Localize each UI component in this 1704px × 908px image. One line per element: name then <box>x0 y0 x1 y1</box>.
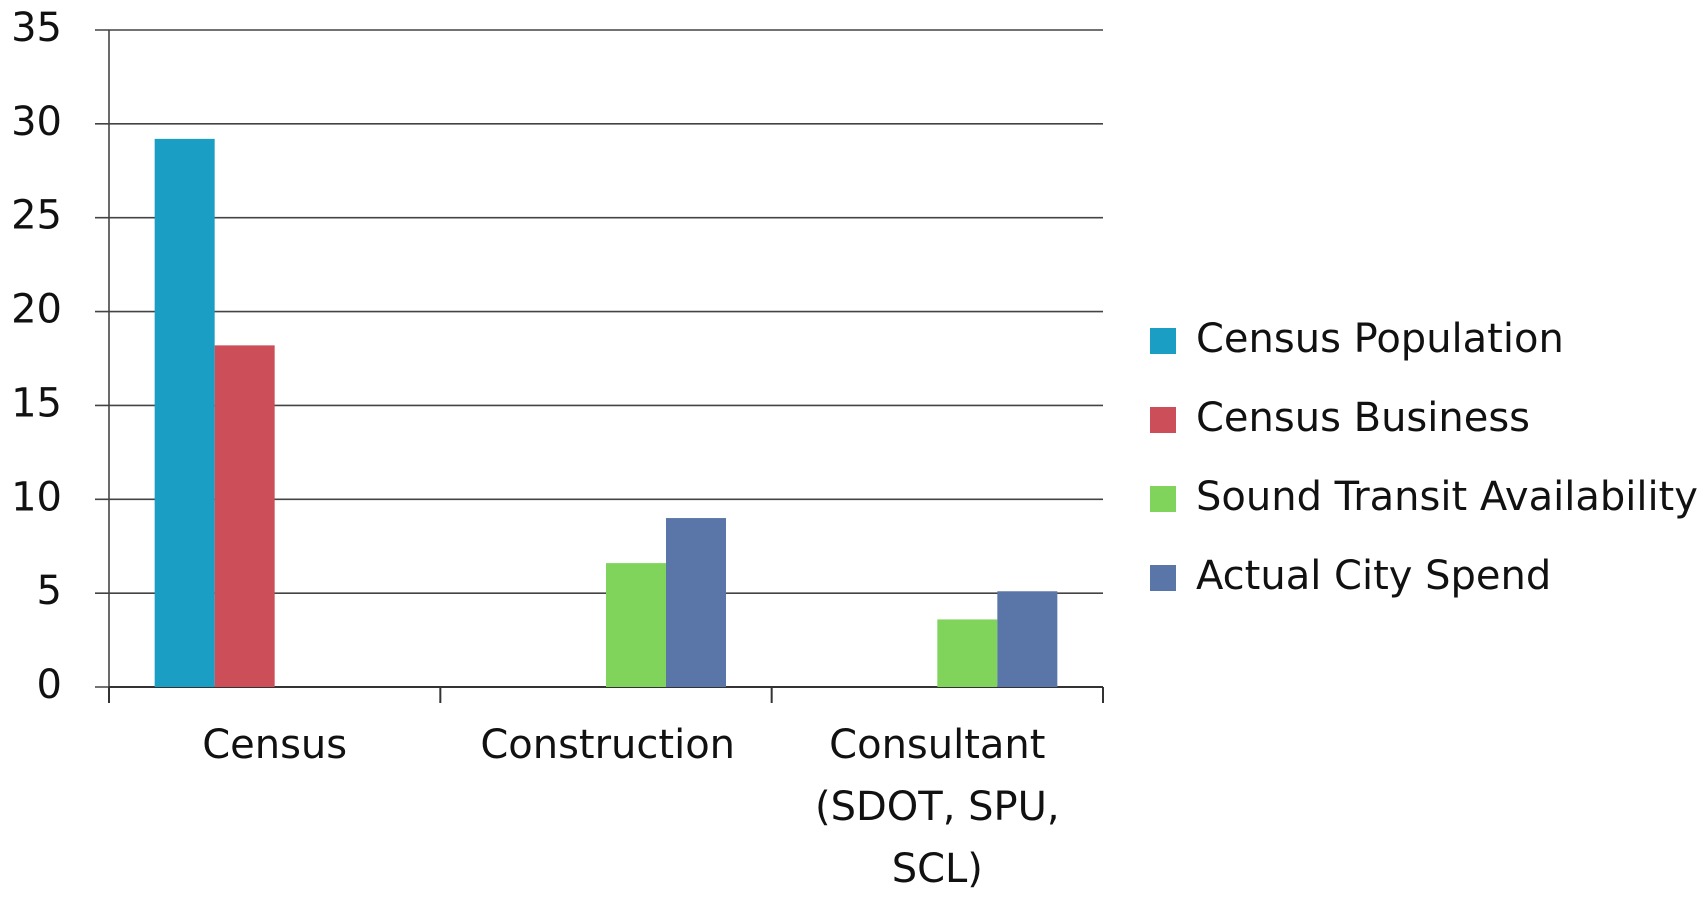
y-tick-label: 10 <box>11 474 62 520</box>
x-tick-label: Census <box>202 722 348 768</box>
bar <box>214 345 275 687</box>
legend-swatch <box>1150 565 1176 591</box>
y-tick-label: 20 <box>11 287 62 333</box>
legend-swatch <box>1150 486 1176 512</box>
bar <box>606 563 666 687</box>
y-tick-label: 35 <box>11 5 62 51</box>
legend-label: Census Population <box>1196 316 1564 362</box>
legend-label: Sound Transit Availability <box>1196 474 1698 520</box>
bar <box>937 619 998 687</box>
bar <box>154 138 215 688</box>
y-tick-label: 30 <box>11 99 62 145</box>
y-tick-label: 0 <box>37 662 62 708</box>
legend-label: Census Business <box>1196 395 1530 441</box>
bar <box>666 518 726 687</box>
y-tick-label: 15 <box>11 380 62 426</box>
bar <box>997 591 1058 687</box>
y-tick-label: 25 <box>11 193 62 239</box>
legend-label: Actual City Spend <box>1196 553 1551 599</box>
legend-swatch <box>1150 407 1176 433</box>
x-tick-label: Consultant (SDOT, SPU, SCL) <box>814 722 1060 892</box>
x-tick-label: Construction <box>480 722 736 768</box>
y-tick-label: 5 <box>37 568 62 614</box>
legend-swatch <box>1150 328 1176 354</box>
